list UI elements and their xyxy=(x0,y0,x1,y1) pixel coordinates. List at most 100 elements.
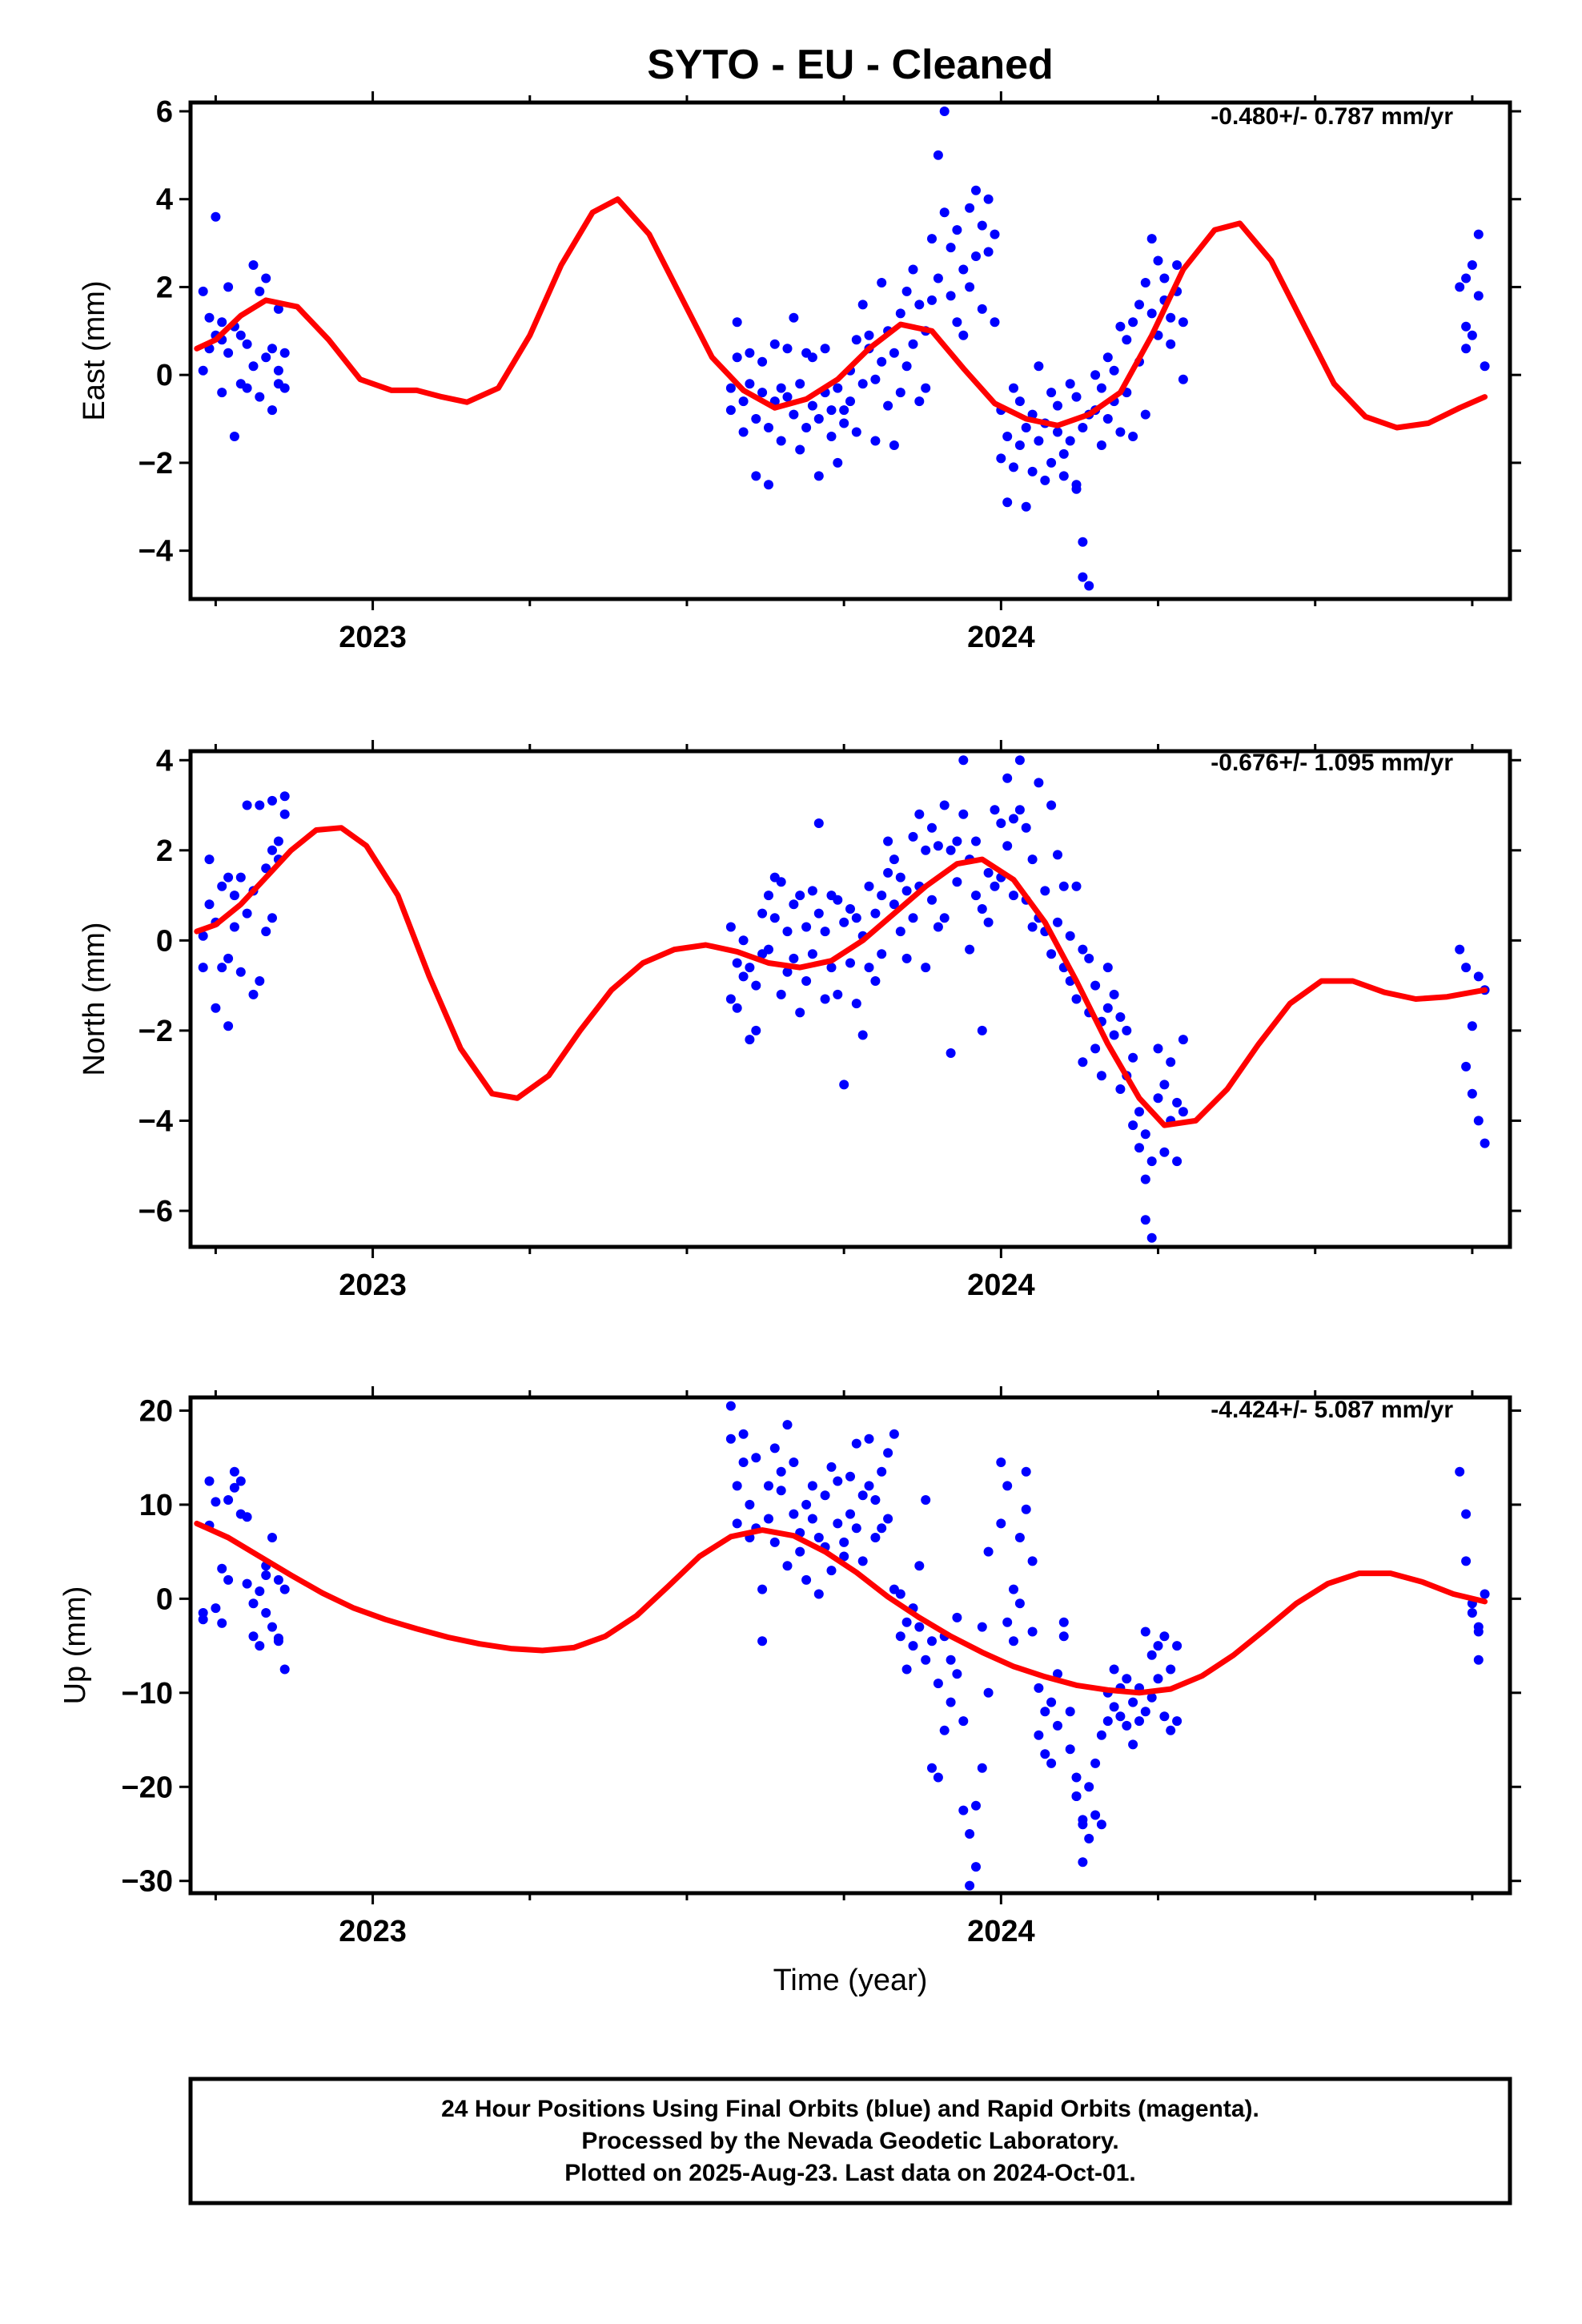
x-tick-label-east: 2024 xyxy=(967,621,1035,654)
data-point-east-151 xyxy=(1096,383,1106,393)
data-point-east-182 xyxy=(1467,330,1477,340)
data-point-east-50 xyxy=(789,312,799,323)
data-point-up-90 xyxy=(914,1561,925,1571)
data-point-up-79 xyxy=(877,1466,887,1477)
data-point-east-4 xyxy=(211,211,221,222)
data-point-east-123 xyxy=(1014,396,1025,407)
data-point-east-143 xyxy=(1078,537,1088,547)
data-point-up-17 xyxy=(248,1631,259,1642)
data-point-north-84 xyxy=(895,927,905,937)
data-point-north-9 xyxy=(223,1021,234,1031)
data-point-north-70 xyxy=(851,999,861,1009)
data-point-east-82 xyxy=(889,440,899,450)
data-point-up-81 xyxy=(883,1514,893,1524)
data-point-east-23 xyxy=(267,344,277,354)
data-point-north-132 xyxy=(1046,800,1057,810)
data-point-east-148 xyxy=(1090,370,1101,380)
data-point-up-30 xyxy=(725,1401,736,1411)
data-point-east-40 xyxy=(757,388,768,398)
data-point-up-51 xyxy=(789,1458,799,1467)
data-point-east-103 xyxy=(952,317,962,328)
data-point-north-113 xyxy=(983,917,994,927)
data-point-up-49 xyxy=(782,1561,793,1571)
data-point-east-141 xyxy=(1071,392,1082,402)
data-point-up-33 xyxy=(732,1518,742,1529)
data-point-east-14 xyxy=(242,339,252,349)
data-point-north-150 xyxy=(1102,963,1113,973)
y-tick-label-up: −20 xyxy=(122,1771,173,1804)
data-point-up-67 xyxy=(839,1551,849,1562)
data-point-north-37 xyxy=(745,963,755,973)
data-point-up-78 xyxy=(877,1523,887,1534)
data-point-up-170 xyxy=(1172,1641,1182,1651)
data-point-up-0 xyxy=(198,1608,208,1618)
data-point-up-48 xyxy=(782,1420,793,1430)
data-point-up-173 xyxy=(1078,1819,1088,1830)
data-point-up-142 xyxy=(1084,1782,1094,1792)
data-point-north-31 xyxy=(725,922,736,932)
data-point-north-71 xyxy=(851,913,861,923)
data-point-east-136 xyxy=(1058,471,1069,481)
data-point-up-161 xyxy=(1140,1707,1150,1717)
y-tick-label-east: 6 xyxy=(156,95,173,129)
data-point-up-6 xyxy=(217,1563,227,1574)
data-point-east-17 xyxy=(248,361,259,372)
data-point-up-82 xyxy=(889,1429,899,1439)
data-point-north-184 xyxy=(1480,1138,1490,1148)
data-point-east-162 xyxy=(1134,300,1144,310)
data-point-north-162 xyxy=(1140,1174,1150,1184)
data-point-up-96 xyxy=(933,1772,943,1783)
data-point-north-174 xyxy=(1172,1097,1182,1108)
data-point-east-70 xyxy=(851,335,861,345)
data-point-north-57 xyxy=(807,949,817,959)
data-point-up-144 xyxy=(1090,1810,1101,1820)
data-point-up-10 xyxy=(229,1482,239,1493)
data-point-north-47 xyxy=(776,877,786,887)
data-point-east-114 xyxy=(990,229,1000,239)
data-point-east-142 xyxy=(1078,423,1088,432)
data-point-up-157 xyxy=(1128,1739,1138,1750)
data-point-east-113 xyxy=(983,247,994,257)
data-point-east-102 xyxy=(952,225,962,235)
data-point-up-4 xyxy=(211,1603,221,1614)
data-point-up-154 xyxy=(1122,1720,1132,1731)
footer-box: 24 Hour Positions Using Final Orbits (bl… xyxy=(188,2077,1512,2205)
data-point-north-99 xyxy=(939,913,950,923)
data-point-east-119 xyxy=(1002,432,1013,441)
data-point-east-67 xyxy=(839,418,849,428)
data-point-east-172 xyxy=(1166,312,1176,323)
data-point-up-137 xyxy=(1065,1707,1075,1717)
data-point-east-20 xyxy=(261,273,271,283)
data-point-east-61 xyxy=(820,344,830,354)
data-point-up-113 xyxy=(983,1546,994,1557)
data-point-east-37 xyxy=(745,348,755,358)
data-point-up-75 xyxy=(864,1481,874,1491)
data-point-north-15 xyxy=(242,908,252,919)
data-point-up-174 xyxy=(1455,1466,1465,1477)
data-point-north-75 xyxy=(864,881,874,891)
data-point-north-82 xyxy=(889,899,899,910)
data-point-east-145 xyxy=(1084,581,1094,591)
panel-up: -4.424+/- 5.087 mm/yr 2023 2024 −30 −20 −10 0… xyxy=(58,1386,1521,1948)
y-tick-label-east: −4 xyxy=(139,535,173,569)
data-point-north-87 xyxy=(901,886,912,896)
data-point-up-23 xyxy=(267,1622,277,1632)
data-point-north-122 xyxy=(1014,755,1025,766)
data-point-north-97 xyxy=(933,841,943,851)
data-point-east-156 xyxy=(1115,321,1126,332)
data-point-east-58 xyxy=(813,471,824,481)
data-point-up-176 xyxy=(1461,1556,1472,1566)
y-tick-label-north: 2 xyxy=(156,834,173,868)
data-point-north-14 xyxy=(242,800,252,810)
data-point-up-168 xyxy=(1166,1664,1176,1675)
data-point-up-71 xyxy=(851,1523,861,1534)
data-point-up-15 xyxy=(242,1578,252,1589)
data-point-north-101 xyxy=(946,1048,956,1058)
data-point-north-165 xyxy=(1146,1156,1157,1167)
data-point-east-33 xyxy=(732,317,742,328)
data-point-east-16 xyxy=(248,260,259,270)
data-point-north-28 xyxy=(267,795,277,806)
data-point-up-102 xyxy=(952,1612,962,1622)
data-point-east-176 xyxy=(1178,317,1188,328)
data-point-east-94 xyxy=(927,234,937,244)
